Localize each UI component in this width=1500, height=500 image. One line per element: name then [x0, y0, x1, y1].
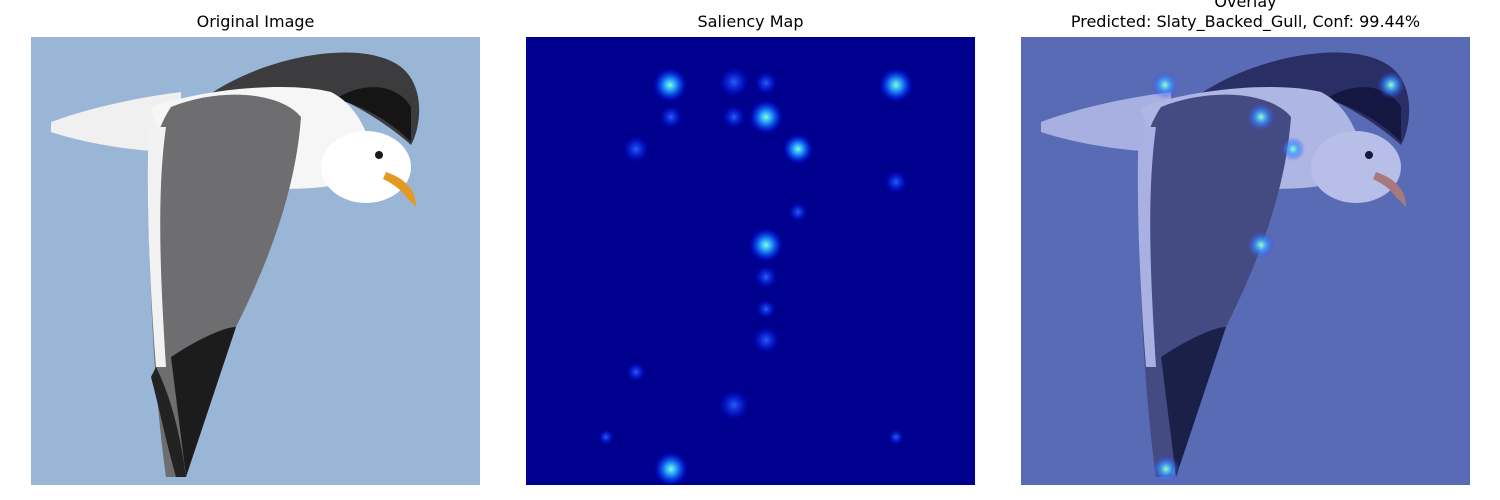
overlay-panel [1021, 37, 1470, 485]
original-image-title: Original Image [196, 12, 315, 31]
overlay-prediction-title: Predicted: Slaty_Backed_Gull, Conf: 99.4… [1070, 12, 1421, 31]
saliency-heatmap [526, 37, 975, 485]
overlay-gull-drawing [1041, 52, 1410, 477]
overlay-image [1021, 37, 1470, 485]
gull-drawing [51, 52, 420, 477]
original-image-panel [31, 37, 480, 485]
gull-photo [31, 37, 480, 485]
overlay-title: Overlay [1214, 0, 1277, 11]
saliency-hotspots [598, 66, 914, 485]
overlay-hotspots [1151, 71, 1405, 483]
saliency-map-panel [526, 37, 975, 485]
saliency-map-title: Saliency Map [697, 12, 804, 31]
